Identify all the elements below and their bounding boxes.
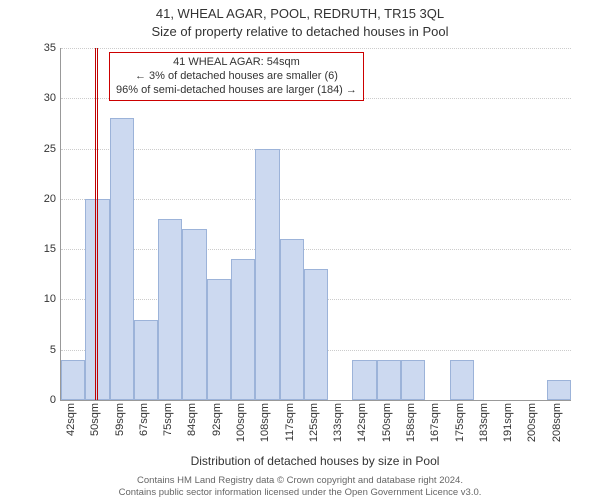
xtick-label: 125sqm	[308, 403, 320, 453]
gridline-h	[61, 149, 571, 150]
ytick-label: 25	[26, 143, 56, 155]
histogram-bar	[61, 360, 85, 400]
ytick-label: 0	[26, 394, 56, 406]
xtick-label: 191sqm	[502, 403, 514, 453]
annotation-box: 41 WHEAL AGAR: 54sqm ← 3% of detached ho…	[109, 52, 364, 101]
histogram-bar	[110, 118, 134, 400]
histogram-bar	[352, 360, 376, 400]
xtick-label: 208sqm	[551, 403, 563, 453]
xtick-label: 158sqm	[405, 403, 417, 453]
histogram-bar	[401, 360, 425, 400]
footer-line1: Contains HM Land Registry data © Crown c…	[137, 475, 463, 486]
histogram-bar	[158, 219, 182, 400]
gridline-h	[61, 249, 571, 250]
chart-title-address: 41, WHEAL AGAR, POOL, REDRUTH, TR15 3QL	[0, 6, 600, 21]
ytick-label: 20	[26, 193, 56, 205]
histogram-bar	[450, 360, 474, 400]
gridline-h	[61, 48, 571, 49]
plot-area: 0510152025303542sqm50sqm59sqm67sqm75sqm8…	[60, 48, 571, 401]
xtick-label: 84sqm	[186, 403, 198, 453]
xtick-label: 183sqm	[478, 403, 490, 453]
histogram-bar	[377, 360, 401, 400]
xtick-label: 167sqm	[429, 403, 441, 453]
xtick-label: 92sqm	[211, 403, 223, 453]
gridline-h	[61, 199, 571, 200]
annotation-line3: 96% of semi-detached houses are larger (…	[116, 84, 357, 98]
xtick-label: 133sqm	[332, 403, 344, 453]
histogram-bar	[547, 380, 571, 400]
chart-title-subtitle: Size of property relative to detached ho…	[0, 24, 600, 39]
footer-attribution: Contains HM Land Registry data © Crown c…	[12, 475, 588, 498]
ytick-label: 5	[26, 344, 56, 356]
histogram-bar	[134, 320, 158, 400]
annotation-line1: 41 WHEAL AGAR: 54sqm	[116, 56, 357, 70]
histogram-bar	[255, 149, 279, 400]
ytick-label: 10	[26, 293, 56, 305]
x-axis-label: Distribution of detached houses by size …	[60, 454, 570, 468]
chart-container: 41, WHEAL AGAR, POOL, REDRUTH, TR15 3QL …	[0, 0, 600, 500]
xtick-label: 142sqm	[356, 403, 368, 453]
xtick-label: 42sqm	[65, 403, 77, 453]
histogram-bar	[280, 239, 304, 400]
histogram-bar	[304, 269, 328, 400]
xtick-label: 200sqm	[526, 403, 538, 453]
xtick-label: 150sqm	[381, 403, 393, 453]
xtick-label: 108sqm	[259, 403, 271, 453]
xtick-label: 117sqm	[284, 403, 296, 453]
reference-line	[95, 48, 96, 400]
xtick-label: 50sqm	[89, 403, 101, 453]
ytick-label: 35	[26, 42, 56, 54]
xtick-label: 75sqm	[162, 403, 174, 453]
ytick-label: 15	[26, 243, 56, 255]
xtick-label: 100sqm	[235, 403, 247, 453]
histogram-bar	[182, 229, 206, 400]
histogram-bar	[207, 279, 231, 400]
reference-line	[97, 48, 98, 400]
xtick-label: 59sqm	[114, 403, 126, 453]
xtick-label: 175sqm	[454, 403, 466, 453]
footer-line2: Contains public sector information licen…	[119, 487, 482, 498]
ytick-label: 30	[26, 92, 56, 104]
histogram-bar	[231, 259, 255, 400]
annotation-line2: ← 3% of detached houses are smaller (6)	[116, 70, 357, 84]
xtick-label: 67sqm	[138, 403, 150, 453]
